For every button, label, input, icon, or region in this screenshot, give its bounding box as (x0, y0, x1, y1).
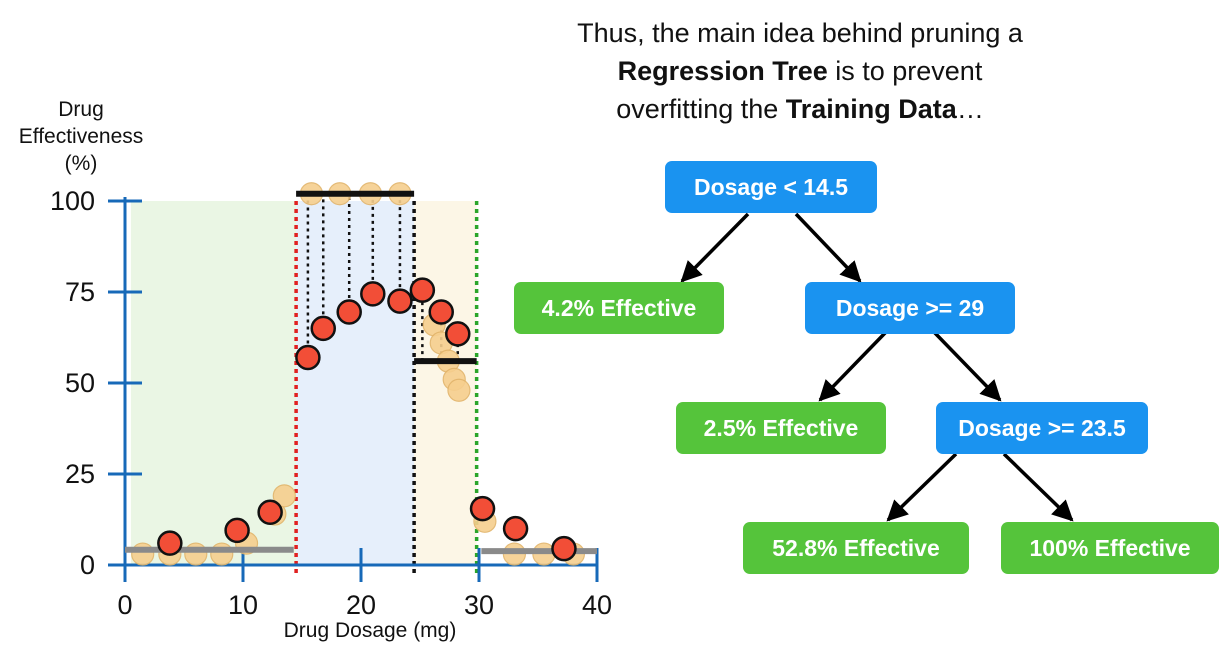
tree-leaf-peak-dosage: 100% Effective (1001, 522, 1219, 574)
testing-point (257, 499, 283, 525)
edge-node-29-to-high-leaf (818, 330, 888, 402)
y-axis-label-line-2: Effectiveness (18, 125, 144, 148)
testing-point (387, 288, 413, 314)
edge-root-to-low-leaf (680, 212, 750, 283)
x-tick-label: 40 (582, 590, 612, 620)
edge-node-235-to-mid-leaf (886, 452, 958, 522)
training-point (131, 542, 155, 566)
edge-node-29-to-node-235 (932, 330, 1002, 402)
caption-term-training-data: Training Data (785, 94, 957, 124)
tree-leaf-high-dosage: 2.5% Effective (676, 402, 886, 454)
caption-line-2-rest: is to prevent (827, 56, 983, 86)
testing-point (295, 344, 321, 371)
testing-point (469, 495, 496, 522)
testing-point (310, 315, 336, 342)
caption: Thus, the main idea behind pruning a Reg… (500, 14, 1100, 128)
caption-line-3-pre: overfitting the (616, 94, 786, 124)
tree-node-dosage-29: Dosage >= 29 (805, 282, 1015, 334)
y-tick-label: 50 (65, 368, 95, 398)
y-tick-label: 25 (65, 459, 95, 489)
x-tick-label: 20 (346, 590, 376, 620)
testing-point (224, 517, 250, 544)
tree-node-dosage-23-5: Dosage >= 23.5 (936, 402, 1148, 454)
region-band-1 (296, 201, 415, 565)
tree-edges (680, 212, 1074, 522)
x-tick-label: 30 (464, 590, 494, 620)
x-axis-label: Drug Dosage (mg) (283, 619, 457, 642)
training-point (447, 378, 471, 402)
testing-point (551, 535, 577, 562)
testing-point (360, 281, 386, 307)
training-point (184, 542, 208, 566)
caption-line-2: Regression Tree is to prevent (500, 52, 1100, 90)
edge-node-235-to-peak-leaf (1002, 452, 1074, 522)
x-tick-label: 10 (228, 590, 258, 620)
caption-line-3: overfitting the Training Data… (500, 90, 1100, 128)
training-point (272, 484, 296, 508)
y-axis-label-line-3: (%) (64, 152, 98, 175)
y-tick-label: 0 (80, 550, 95, 580)
tree-root-node: Dosage < 14.5 (665, 161, 877, 213)
y-axis-label: Drug Effectiveness (%) (0, 96, 162, 177)
testing-point (157, 530, 183, 556)
testing-point (336, 299, 362, 325)
caption-line-3-post: … (956, 94, 984, 124)
caption-line-1: Thus, the main idea behind pruning a (577, 18, 1023, 48)
y-tick-label: 75 (65, 277, 95, 307)
y-axis-label-line-1: Drug (58, 98, 104, 121)
tree-leaf-mid-dosage: 52.8% Effective (743, 522, 969, 574)
testing-point (409, 277, 436, 303)
testing-point (445, 321, 471, 347)
x-tick-label: 0 (117, 590, 132, 620)
tree-leaf-low-dosage: 4.2% Effective (514, 282, 724, 334)
y-tick-label: 100 (50, 186, 95, 216)
caption-term-regression-tree: Regression Tree (617, 56, 828, 86)
testing-point (502, 515, 529, 542)
scatter-plot: 0 25 50 75 100 0 10 20 30 40 (50, 182, 612, 620)
testing-point (428, 299, 454, 325)
edge-root-to-node-29 (794, 212, 862, 283)
training-point (210, 542, 234, 566)
